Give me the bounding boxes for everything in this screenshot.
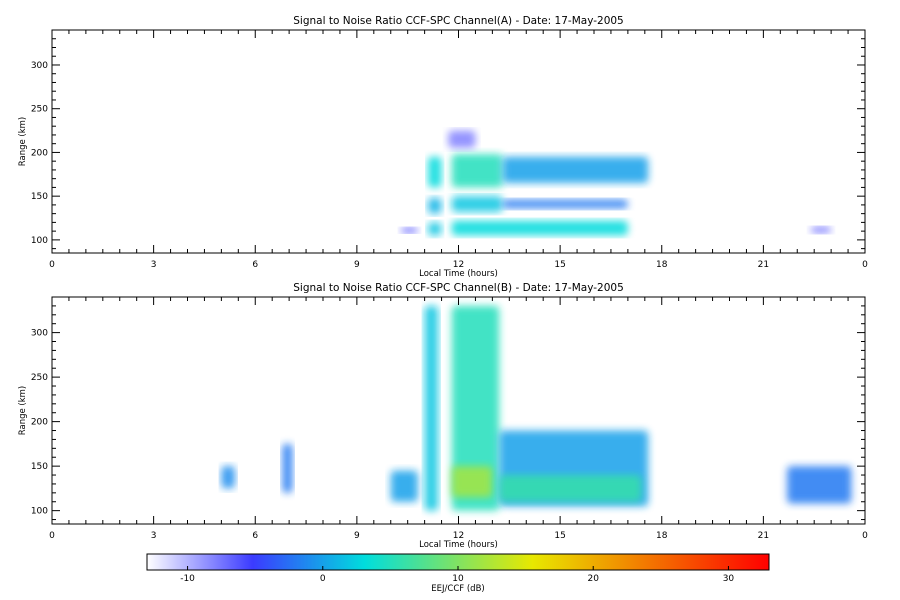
echo-region-0-7 [502, 156, 649, 184]
y-tick-label-0-3: 250 [31, 105, 48, 115]
echo-region-0-4 [451, 196, 503, 212]
y-tick-label-0-4: 300 [31, 61, 48, 71]
echo-region-0-5 [451, 220, 628, 236]
x-tick-label-1-0: 0 [49, 531, 55, 541]
colorbar-tick-label-2: 10 [452, 574, 464, 584]
x-tick-label-1-3: 9 [354, 531, 360, 541]
x-tick-label-1-5: 15 [554, 531, 565, 541]
y-tick-label-0-0: 100 [31, 236, 48, 246]
y-tick-label-1-0: 100 [31, 507, 48, 517]
echo-layer-1 [221, 305, 852, 511]
y-tick-label-1-4: 300 [31, 329, 48, 339]
echo-region-1-8 [787, 466, 852, 504]
x-tick-label-1-2: 6 [252, 531, 258, 541]
echo-region-0-3 [451, 154, 503, 188]
x-tick-label-0-1: 3 [151, 260, 157, 270]
y-tick-label-0-1: 150 [31, 192, 48, 202]
echo-region-1-2 [451, 466, 493, 498]
x-tick-label-0-5: 15 [554, 260, 565, 270]
x-axis-label-1: Local Time (hours) [419, 540, 498, 550]
x-tick-label-0-3: 9 [354, 260, 360, 270]
x-tick-label-1-8: 0 [862, 531, 868, 541]
echo-region-0-10 [810, 226, 832, 233]
echo-region-1-5 [390, 470, 418, 502]
echo-region-1-7 [282, 443, 293, 493]
y-tick-label-1-1: 150 [31, 462, 48, 472]
y-tick-label-1-2: 200 [31, 418, 48, 428]
chart-title-0: Signal to Noise Ratio CCF-SPC Channel(A)… [293, 15, 624, 27]
y-axis-label-0: Range (km) [18, 117, 28, 166]
echo-region-1-6 [221, 466, 235, 489]
x-tick-label-0-0: 0 [49, 260, 55, 270]
echo-region-0-0 [428, 156, 442, 188]
x-tick-label-1-7: 21 [758, 531, 769, 541]
colorbar-tick-label-1: 0 [320, 574, 326, 584]
colorbar-tick-label-3: 20 [587, 574, 599, 584]
echo-region-0-1 [428, 197, 442, 214]
y-axis-label-1: Range (km) [18, 386, 28, 435]
echo-region-1-1 [451, 305, 500, 511]
echo-layer-0 [400, 130, 832, 236]
echo-region-0-6 [502, 199, 628, 209]
echo-region-1-0 [424, 305, 439, 511]
chart-panel-0: 0 3 6 9 12 15 18 21 0 100 150 200 250 300 Signal to No… [18, 15, 868, 279]
colorbar-tick-label-4: 30 [723, 574, 735, 584]
echo-region-0-8 [448, 130, 476, 149]
colorbar-label: EEJ/CCF (dB) [431, 584, 484, 594]
x-tick-label-0-6: 18 [656, 260, 668, 270]
echo-region-0-2 [428, 222, 442, 236]
colorbar-tick-label-0: -10 [180, 574, 195, 584]
x-tick-label-0-7: 21 [758, 260, 769, 270]
y-tick-label-1-3: 250 [31, 373, 48, 383]
x-tick-label-1-1: 3 [151, 531, 157, 541]
x-axis-label-0: Local Time (hours) [419, 269, 498, 279]
x-tick-label-1-6: 18 [656, 531, 668, 541]
x-tick-label-1-4: 12 [453, 531, 464, 541]
chart-title-1: Signal to Noise Ratio CCF-SPC Channel(B)… [293, 282, 624, 294]
echo-region-0-9 [400, 227, 418, 233]
x-tick-label-0-8: 0 [862, 260, 868, 270]
colorbar: -10 0 10 20 30 EEJ/CCF (dB) [146, 553, 770, 594]
x-tick-label-0-2: 6 [252, 260, 258, 270]
x-tick-label-0-4: 12 [453, 260, 464, 270]
y-tick-label-0-2: 200 [31, 148, 48, 158]
chart-panel-1: 0 3 6 9 12 15 18 21 0 100 150 200 250 300 Signal to No… [18, 282, 868, 550]
echo-region-1-4 [499, 475, 642, 502]
